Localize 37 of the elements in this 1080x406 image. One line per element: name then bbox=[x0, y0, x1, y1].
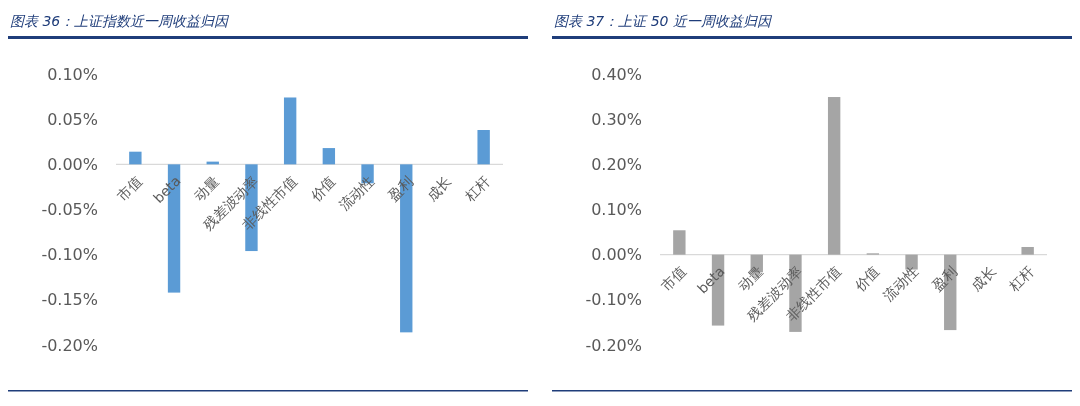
bar bbox=[322, 148, 336, 165]
x-tick-label: 价值 bbox=[850, 262, 883, 295]
x-tick-label: 盈利 bbox=[928, 262, 960, 295]
y-tick-label: 0.00% bbox=[591, 245, 642, 265]
x-tick-label: 市值 bbox=[657, 262, 689, 295]
bar bbox=[1021, 246, 1034, 255]
y-tick-label: -0.20% bbox=[41, 335, 98, 355]
y-tick-label: 0.20% bbox=[591, 154, 642, 174]
y-tick-label: 0.40% bbox=[591, 64, 642, 84]
x-tick-label: 动量 bbox=[735, 262, 767, 295]
x-tick-label: 流动性 bbox=[880, 262, 922, 304]
bar bbox=[673, 230, 686, 255]
y-tick-label: -0.10% bbox=[585, 290, 642, 310]
x-tick-label: 价值 bbox=[306, 172, 339, 205]
x-tick-label: 流动性 bbox=[336, 172, 378, 214]
chart-title: 图表 37：上证 50 近一周收益归因 bbox=[554, 13, 773, 29]
x-tick-label: 成长 bbox=[967, 262, 999, 295]
y-tick-label: 0.10% bbox=[47, 64, 98, 84]
x-tick-label: 杠杆 bbox=[1005, 262, 1038, 295]
y-tick-label: 0.10% bbox=[591, 200, 642, 220]
y-tick-label: -0.20% bbox=[585, 335, 642, 355]
y-tick-label: 0.30% bbox=[591, 109, 642, 129]
y-tick-label: 0.05% bbox=[47, 109, 98, 129]
bar bbox=[477, 130, 490, 165]
bar bbox=[283, 97, 297, 165]
y-tick-label: -0.05% bbox=[41, 200, 98, 220]
x-tick-label: 成长 bbox=[423, 172, 455, 204]
x-tick-label: 杠杆 bbox=[461, 172, 494, 205]
x-tick-label: 市值 bbox=[113, 172, 145, 204]
y-tick-label: -0.10% bbox=[41, 245, 98, 265]
x-tick-label: 盈利 bbox=[384, 172, 416, 204]
chart-title: 图表 36：上证指数近一周收益归因 bbox=[10, 13, 231, 29]
bar bbox=[129, 151, 142, 165]
y-tick-label: -0.15% bbox=[41, 290, 98, 310]
bar bbox=[827, 97, 841, 255]
x-tick-label: 动量 bbox=[191, 172, 223, 204]
y-tick-label: 0.00% bbox=[47, 154, 98, 174]
